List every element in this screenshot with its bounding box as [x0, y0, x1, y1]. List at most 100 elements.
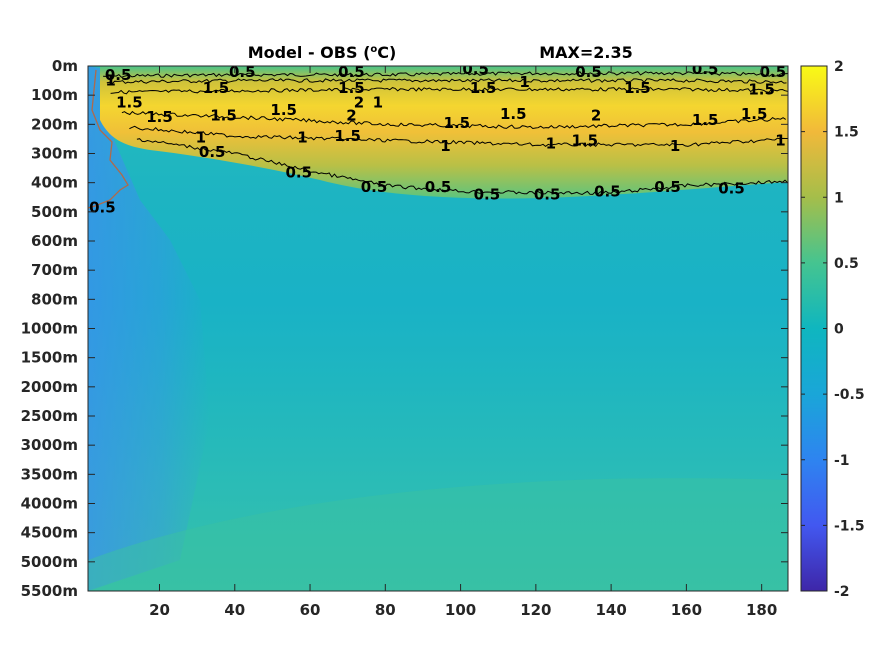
contour-label: 1.5	[210, 107, 237, 125]
contour-1.5-lower	[121, 110, 786, 130]
contour-label: 0.5	[692, 60, 719, 78]
contour-label: 1	[775, 131, 785, 149]
contour-label: 0.5	[105, 66, 132, 84]
y-axis: 0m 100m 200m 300m 400m 500m 600m 700m 800m 1000m 1…	[21, 57, 788, 600]
contour-label: 0.5	[575, 63, 602, 81]
contour-label: 1.5	[470, 79, 497, 97]
colorbar-tick-label: 1.5	[834, 125, 859, 141]
x-tick-label: 160	[671, 601, 702, 619]
bottom-warm-region	[88, 478, 788, 591]
contour-label: 2	[591, 107, 601, 125]
y-tick-label: 0m	[52, 57, 78, 75]
y-tick-label: 5000m	[21, 553, 78, 571]
contour-label: 0.5	[474, 185, 501, 203]
contour-label: 1.5	[571, 131, 598, 149]
x-tick-label: 180	[746, 601, 777, 619]
y-tick-label: 3500m	[21, 465, 78, 483]
plot-area: 0.5 0.5 0.5 0.5 0.5 0.5 0.51 1.5 1.5 1.5 1 1.5 1.51.…	[88, 60, 788, 591]
western-cold-region	[88, 66, 210, 591]
y-tick-label: 500m	[31, 203, 78, 221]
y-tick-label: 400m	[31, 174, 78, 192]
contour-label: 1.5	[116, 93, 143, 111]
contour-1.5-upper	[110, 86, 788, 95]
contour-label: 0.5	[285, 163, 312, 181]
y-tick-label: 700m	[31, 261, 78, 279]
contour-label: 1.5	[270, 101, 297, 119]
colorbar-tick-label: 2	[834, 59, 844, 75]
y-tick-label: 1500m	[21, 349, 78, 367]
x-tick-label: 140	[595, 601, 626, 619]
colorbar-tick-label: -1	[834, 453, 850, 469]
y-tick-label: 1000m	[21, 320, 78, 338]
y-tick-label: 4500m	[21, 524, 78, 542]
contour-label: 1	[546, 134, 556, 152]
colorbar-tick-label: 1	[834, 190, 844, 206]
x-tick-label: 40	[224, 601, 245, 619]
colorbar-tick-label: 0.5	[834, 256, 859, 272]
contour-labels: 0.5 0.5 0.5 0.5 0.5 0.5 0.51 1.5 1.5 1.5 1 1.5 1.51.…	[88, 60, 787, 216]
y-tick-label: 600m	[31, 232, 78, 250]
contour-1-lower	[129, 125, 788, 148]
contour-label: 1.5	[334, 127, 361, 145]
colorbar-tick-label: -2	[834, 584, 850, 600]
x-tick-label: 120	[520, 601, 551, 619]
contour-label: 1.5	[692, 111, 719, 129]
contour-label: 1	[105, 72, 115, 90]
y-tick-label: 4000m	[21, 495, 78, 513]
colorbar	[800, 65, 828, 592]
y-tick-label: 100m	[31, 86, 78, 104]
y-tick-label: 3000m	[21, 436, 78, 454]
x-axis: 20 40 60 80 100 120 140 160 180	[149, 66, 777, 619]
contour-label: 1.5	[203, 79, 230, 97]
contour-label: 1.5	[500, 105, 527, 123]
contour-0.5-lower	[136, 138, 788, 196]
y-tick-label: 800m	[31, 290, 78, 308]
chart-title: Model - OBS (oC)	[248, 43, 397, 62]
contour-label: 0.5	[654, 178, 681, 196]
colorbar-tick-label: -0.5	[834, 387, 865, 403]
y-tick-label: 2000m	[21, 378, 78, 396]
contour-label: 1.5	[624, 79, 651, 97]
contour-label: 2	[354, 93, 364, 111]
contour-label: 0.5	[534, 185, 561, 203]
x-tick-label: 20	[149, 601, 170, 619]
contour-label: 1.5	[748, 80, 775, 98]
contour-label: 1	[196, 128, 206, 146]
colorbar-tick-label: 0	[834, 322, 844, 338]
contour-label: 0.5	[594, 182, 621, 200]
x-tick-label: 100	[445, 601, 476, 619]
contour-label: 0.5	[361, 178, 388, 196]
y-tick-label: 2500m	[21, 407, 78, 425]
x-tick-label: 60	[300, 601, 321, 619]
contour-1-upper	[106, 78, 787, 85]
x-tick-label: 80	[375, 601, 396, 619]
contour-label: 1.5	[338, 79, 365, 97]
contour-label: 1	[440, 137, 450, 155]
y-tick-label: 200m	[31, 115, 78, 133]
contour-label: 1	[373, 93, 383, 111]
contour-negative	[88, 69, 129, 209]
contour-label: 0.5	[462, 60, 489, 78]
chart-max-label: MAX=2.35	[539, 43, 633, 62]
contour-label: 1	[670, 137, 680, 155]
y-tick-label: 5500m	[21, 582, 78, 600]
contour-label: 0.5	[338, 63, 365, 81]
colorbar-tick-label: -1.5	[834, 518, 865, 534]
contour-label: 0.5	[229, 63, 256, 81]
contour-label: 2	[346, 107, 356, 125]
surface-warm-band	[100, 66, 788, 199]
contour-label: 0.5	[718, 180, 745, 198]
contour-lines	[88, 69, 788, 209]
contour-label: 1.5	[444, 114, 471, 132]
contour-label: 0.5	[425, 178, 452, 196]
y-tick-label: 300m	[31, 145, 78, 163]
contour-label: 1	[519, 73, 529, 91]
contour-0.5-upper	[103, 71, 788, 78]
contour-label: 1.5	[146, 108, 173, 126]
contour-label: 1	[297, 128, 307, 146]
contour-label: 0.5	[760, 63, 787, 81]
colorbar-ticks: 2 1.5 1 0.5 0 -0.5 -1 -1.5 -2	[801, 59, 865, 600]
contour-label: 0.5	[199, 143, 226, 161]
contour-label: 1.5	[741, 105, 768, 123]
